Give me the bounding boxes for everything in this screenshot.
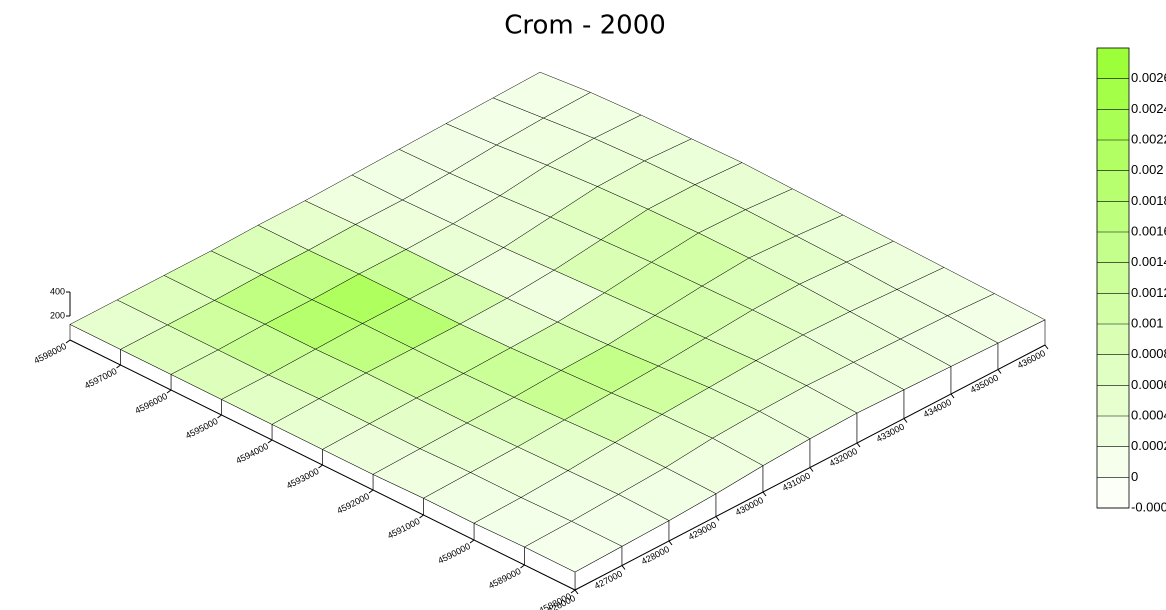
- y-tick-label: 4595000: [184, 416, 220, 441]
- colorbar-label: 0.0016: [1131, 223, 1166, 238]
- y-tick: [65, 339, 71, 344]
- colorbar-label: 0.0018: [1131, 193, 1166, 208]
- y-tick-label: 4598000: [32, 341, 68, 366]
- colorbar-band: [1097, 416, 1129, 447]
- x-tick: [903, 418, 908, 423]
- y-tick-label: 4592000: [335, 491, 371, 516]
- x-tick: [997, 369, 1002, 374]
- y-tick: [520, 564, 525, 569]
- colorbar-band: [1097, 477, 1129, 508]
- y-tick-label: 4588000: [537, 591, 573, 610]
- z-tick-label: 200: [50, 310, 65, 320]
- colorbar-band: [1097, 201, 1129, 232]
- y-tick: [166, 389, 172, 394]
- colorbar-band: [1097, 262, 1129, 294]
- y-tick-label: 4593000: [285, 466, 321, 491]
- colorbar-label: 0: [1131, 469, 1138, 484]
- y-tick-label: 4589000: [487, 566, 523, 591]
- x-tick: [950, 393, 955, 399]
- y-tick-label: 4590000: [436, 541, 472, 566]
- y-tick-label: 4594000: [234, 441, 270, 466]
- colorbar-band: [1097, 385, 1129, 416]
- y-tick: [570, 589, 576, 594]
- x-tick: [1044, 344, 1049, 350]
- y-tick: [469, 539, 475, 544]
- y-tick: [267, 439, 273, 444]
- x-tick: [715, 516, 720, 521]
- y-tick: [318, 464, 323, 469]
- colorbar-label: 0.0014: [1131, 254, 1166, 269]
- colorbar-band: [1097, 140, 1129, 171]
- colorbar-label: 0.0022: [1131, 131, 1166, 146]
- x-tick: [762, 491, 767, 497]
- colorbar-band: [1097, 170, 1129, 202]
- y-tick-label: 4591000: [386, 516, 422, 541]
- colorbar-band: [1097, 293, 1129, 324]
- x-tick: [574, 589, 579, 595]
- colorbar-band: [1097, 232, 1129, 263]
- x-tick: [856, 442, 861, 448]
- chart-title: Crom - 2000: [504, 11, 666, 41]
- colorbar-label: 0.0008: [1131, 346, 1166, 361]
- colorbar-label: 0.0012: [1131, 285, 1166, 300]
- colorbar-band: [1097, 48, 1129, 79]
- colorbar-band: [1097, 354, 1129, 386]
- colorbar-band: [1097, 109, 1129, 140]
- colorbar-label: 0.002: [1131, 162, 1164, 177]
- colorbar-band: [1097, 446, 1129, 478]
- colorbar-band: [1097, 78, 1129, 110]
- colorbar-label: 0.0024: [1131, 101, 1166, 116]
- y-tick: [368, 489, 374, 494]
- x-tick: [668, 540, 673, 546]
- colorbar-label: 0.001: [1131, 315, 1164, 330]
- x-tick: [809, 467, 814, 472]
- colorbar-band: [1097, 324, 1129, 355]
- colorbar-label: 0.0006: [1131, 377, 1166, 392]
- y-tick: [217, 414, 222, 419]
- y-tick-label: 4597000: [83, 366, 119, 391]
- colorbar-label: 0.0026: [1131, 70, 1166, 85]
- y-tick-label: 4596000: [133, 391, 169, 416]
- y-tick: [419, 514, 424, 519]
- z-tick-label: 400: [50, 286, 65, 296]
- y-tick: [116, 364, 121, 369]
- surface-cell: [523, 521, 623, 573]
- x-tick: [621, 565, 626, 570]
